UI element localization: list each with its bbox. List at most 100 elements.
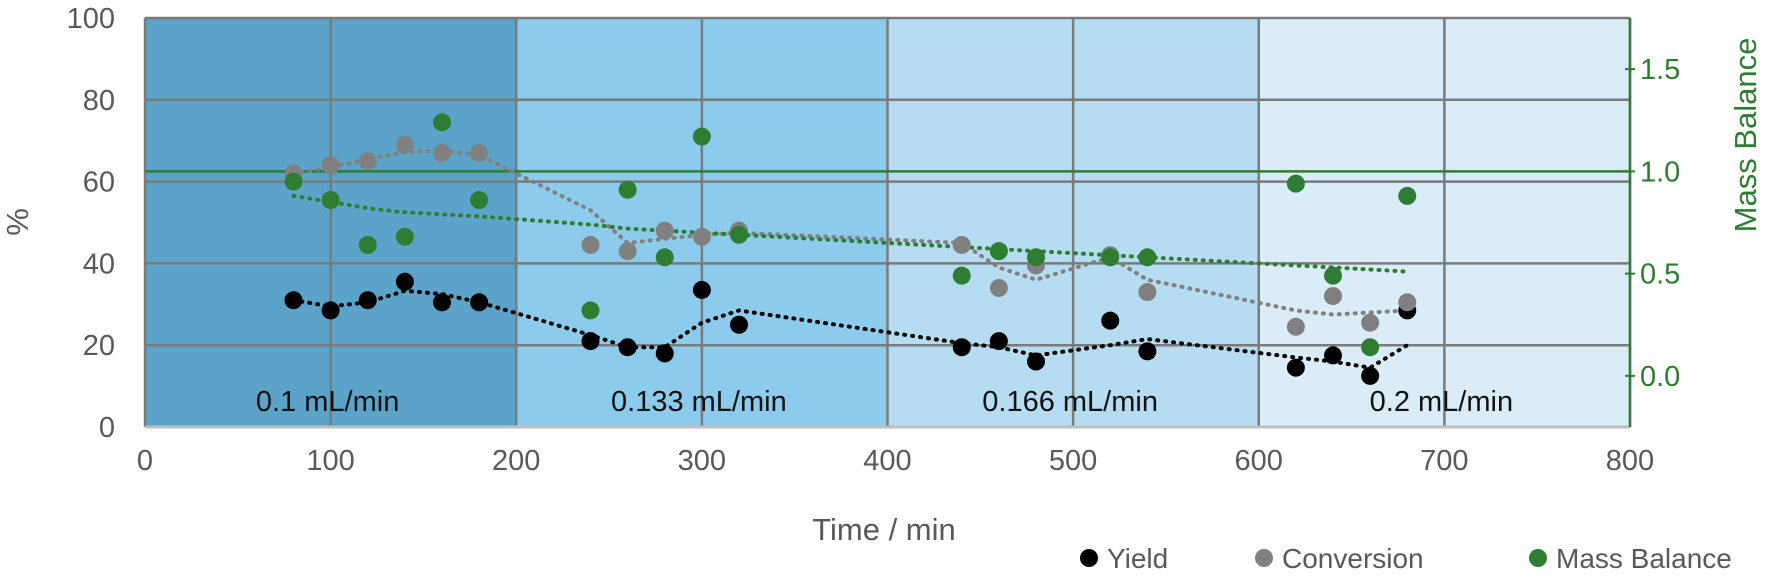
point-yield bbox=[321, 301, 340, 320]
point-mass-balance bbox=[321, 191, 340, 210]
point-conversion bbox=[655, 221, 674, 240]
legend-item-yield: Yield bbox=[1080, 543, 1168, 574]
x-tick-label: 400 bbox=[863, 445, 911, 477]
point-mass-balance bbox=[1324, 266, 1342, 285]
point-mass-balance bbox=[730, 225, 748, 244]
point-yield bbox=[1101, 311, 1120, 330]
point-conversion bbox=[1138, 283, 1157, 302]
y2-tick-label: 1.5 bbox=[1640, 54, 1680, 86]
point-mass-balance bbox=[1361, 338, 1380, 357]
point-conversion bbox=[692, 227, 711, 246]
legend-item-conversion: Conversion bbox=[1255, 543, 1424, 574]
point-conversion bbox=[1361, 313, 1380, 332]
point-yield bbox=[581, 332, 600, 351]
point-mass-balance bbox=[1101, 248, 1120, 267]
point-yield bbox=[1138, 342, 1157, 361]
region-label-0-2-ml-min: 0.2 mL/min bbox=[1370, 386, 1513, 418]
y-tick-label: 40 bbox=[83, 248, 115, 280]
y-tick-label: 0 bbox=[99, 412, 115, 444]
x-axis-title: Time / min bbox=[812, 512, 956, 547]
data-points bbox=[284, 113, 1417, 385]
point-yield bbox=[433, 293, 451, 312]
point-yield bbox=[989, 332, 1008, 351]
point-mass-balance bbox=[952, 266, 971, 285]
point-yield bbox=[1027, 352, 1045, 371]
point-mass-balance bbox=[692, 127, 711, 146]
point-yield bbox=[1286, 358, 1305, 377]
trendline-mass-balance bbox=[291, 193, 1410, 274]
point-conversion bbox=[1398, 293, 1417, 312]
legend-marker-conversion bbox=[1255, 549, 1273, 567]
x-tick-label: 100 bbox=[306, 445, 354, 477]
point-conversion bbox=[470, 143, 489, 162]
legend: Yield Conversion Mass Balance bbox=[1080, 543, 1732, 574]
point-mass-balance bbox=[655, 248, 674, 267]
point-mass-balance bbox=[358, 235, 377, 254]
point-conversion bbox=[581, 235, 600, 254]
x-tick-label: 200 bbox=[492, 445, 540, 477]
point-mass-balance bbox=[284, 172, 303, 191]
point-yield bbox=[395, 272, 414, 291]
point-yield bbox=[1324, 346, 1342, 365]
point-yield bbox=[618, 338, 637, 357]
point-mass-balance bbox=[1398, 186, 1417, 205]
region-labels: 0.1 mL/min 0.133 mL/min 0.166 mL/min 0.2 mL… bbox=[256, 386, 1513, 418]
point-yield bbox=[470, 293, 489, 312]
point-conversion bbox=[618, 242, 637, 261]
region-label-0-166-ml-min: 0.166 mL/min bbox=[982, 386, 1158, 418]
y2-tick-label: 0.5 bbox=[1640, 259, 1680, 291]
point-conversion bbox=[952, 235, 971, 254]
point-mass-balance bbox=[618, 180, 637, 199]
legend-label-yield: Yield bbox=[1107, 543, 1168, 574]
point-mass-balance bbox=[1286, 174, 1305, 193]
point-mass-balance bbox=[470, 191, 489, 210]
point-yield bbox=[692, 280, 711, 299]
point-yield bbox=[1361, 366, 1380, 385]
point-conversion bbox=[395, 135, 414, 154]
y2-tick-label: 0.0 bbox=[1640, 361, 1680, 393]
point-conversion bbox=[989, 278, 1008, 297]
x-tick-label: 700 bbox=[1420, 445, 1468, 477]
y-tick-label: 20 bbox=[83, 330, 115, 362]
legend-label-conversion: Conversion bbox=[1282, 543, 1424, 574]
region-label-0-1-ml-min: 0.1 mL/min bbox=[256, 386, 399, 418]
axes: 0 100 200 300 400 500 600 700 800 0 20 40 60 80 100 0.0… bbox=[67, 3, 1681, 477]
x-tick-label: 0 bbox=[137, 445, 153, 477]
point-yield bbox=[952, 338, 971, 357]
point-yield bbox=[284, 291, 303, 310]
legend-item-mass-balance: Mass Balance bbox=[1529, 543, 1732, 574]
point-mass-balance bbox=[433, 113, 451, 132]
trendline-yield bbox=[291, 288, 1410, 370]
point-yield bbox=[655, 344, 674, 363]
point-conversion bbox=[433, 143, 451, 162]
point-yield bbox=[358, 291, 377, 310]
trendline-conversion bbox=[291, 148, 1410, 317]
x-tick-label: 600 bbox=[1235, 445, 1283, 477]
point-mass-balance bbox=[581, 301, 600, 320]
legend-marker-yield bbox=[1080, 549, 1098, 567]
y2-tick-label: 1.0 bbox=[1640, 156, 1680, 188]
point-conversion bbox=[358, 152, 377, 171]
y-tick-label: 80 bbox=[83, 85, 115, 117]
x-tick-label: 800 bbox=[1606, 445, 1654, 477]
x-tick-label: 500 bbox=[1049, 445, 1097, 477]
y-tick-label: 100 bbox=[67, 3, 115, 35]
point-mass-balance bbox=[395, 227, 414, 246]
legend-marker-mass-balance bbox=[1529, 549, 1547, 567]
point-yield bbox=[730, 315, 748, 334]
point-conversion bbox=[321, 156, 340, 175]
x-tick-label: 300 bbox=[678, 445, 726, 477]
y2-axis-title: Mass Balance bbox=[1728, 38, 1763, 233]
y-tick-label: 60 bbox=[83, 167, 115, 199]
legend-label-mass-balance: Mass Balance bbox=[1556, 543, 1732, 574]
point-mass-balance bbox=[1027, 248, 1045, 267]
region-label-0-133-ml-min: 0.133 mL/min bbox=[611, 386, 787, 418]
point-conversion bbox=[1324, 287, 1342, 306]
point-mass-balance bbox=[1138, 248, 1157, 267]
y-axis-title: % bbox=[0, 208, 35, 236]
point-conversion bbox=[1286, 317, 1305, 336]
trendlines bbox=[291, 148, 1410, 370]
point-mass-balance bbox=[989, 242, 1008, 261]
